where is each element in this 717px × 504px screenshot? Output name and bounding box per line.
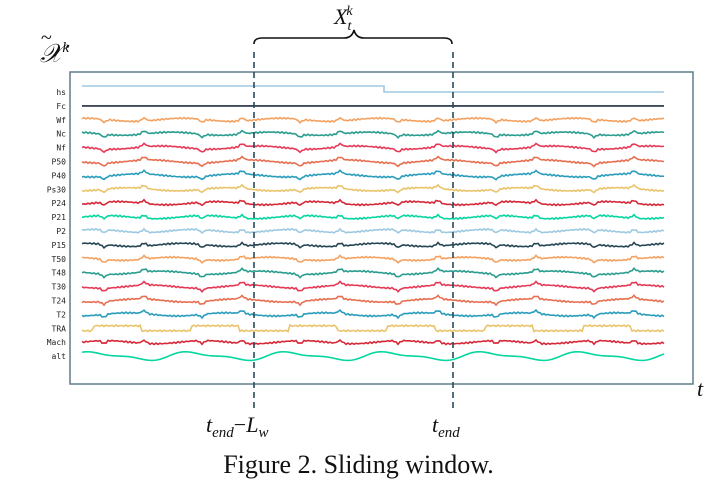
series-label: hs xyxy=(56,88,66,97)
series-label: P15 xyxy=(52,241,67,250)
series-line xyxy=(81,254,665,265)
series-line xyxy=(81,129,665,140)
series-label: T24 xyxy=(52,297,67,306)
series-line xyxy=(81,227,665,235)
series-line xyxy=(81,323,665,333)
window-start-label: tend−Lw xyxy=(206,412,268,441)
plot-frame xyxy=(69,71,694,385)
series-line xyxy=(81,338,665,346)
x-axis-label: t xyxy=(697,376,704,401)
series-line xyxy=(81,183,665,194)
series-line xyxy=(81,266,665,279)
series-line xyxy=(81,294,665,307)
figure-caption: Figure 2. Sliding window. xyxy=(223,450,494,479)
series-line xyxy=(81,308,665,320)
series-line xyxy=(81,116,665,125)
series-line xyxy=(81,155,665,168)
series-line xyxy=(81,280,665,293)
series-lines xyxy=(81,85,665,362)
series-label: Wf xyxy=(56,116,66,125)
series-labels: hs Fc Wf Nc Nf P50 P40 Ps30 P24 P21 P2 P15 T50 T48 T30… xyxy=(47,88,66,361)
series-label: P2 xyxy=(56,227,66,236)
series-label: Mach xyxy=(47,338,66,347)
series-label: alt xyxy=(52,352,67,361)
series-label: P40 xyxy=(52,171,67,180)
series-label: Ps30 xyxy=(47,185,66,194)
window-brace xyxy=(253,29,453,45)
series-label: T50 xyxy=(52,255,67,264)
series-line xyxy=(81,350,665,362)
series-line xyxy=(81,241,665,249)
series-label: TRA xyxy=(52,324,67,333)
series-label: T2 xyxy=(56,310,66,319)
series-line xyxy=(82,85,664,93)
window-label: Xtk xyxy=(333,4,353,34)
series-label: P50 xyxy=(52,158,67,167)
series-label: Fc xyxy=(56,102,66,111)
series-label: P24 xyxy=(52,199,67,208)
window-end-label: tend xyxy=(432,412,460,441)
series-line xyxy=(81,142,665,154)
y-axis-label: 𝒳k xyxy=(40,39,70,68)
series-label: T30 xyxy=(52,283,67,292)
series-label: Nc xyxy=(56,130,66,139)
series-label: Nf xyxy=(56,144,66,153)
series-label: P21 xyxy=(52,213,67,222)
series-line xyxy=(81,198,665,207)
series-line xyxy=(81,169,665,181)
y-axis-tilde: ~ xyxy=(41,27,52,49)
series-label: T48 xyxy=(52,269,67,278)
y-axis-superscript: k xyxy=(62,40,69,56)
series-line xyxy=(81,213,665,221)
